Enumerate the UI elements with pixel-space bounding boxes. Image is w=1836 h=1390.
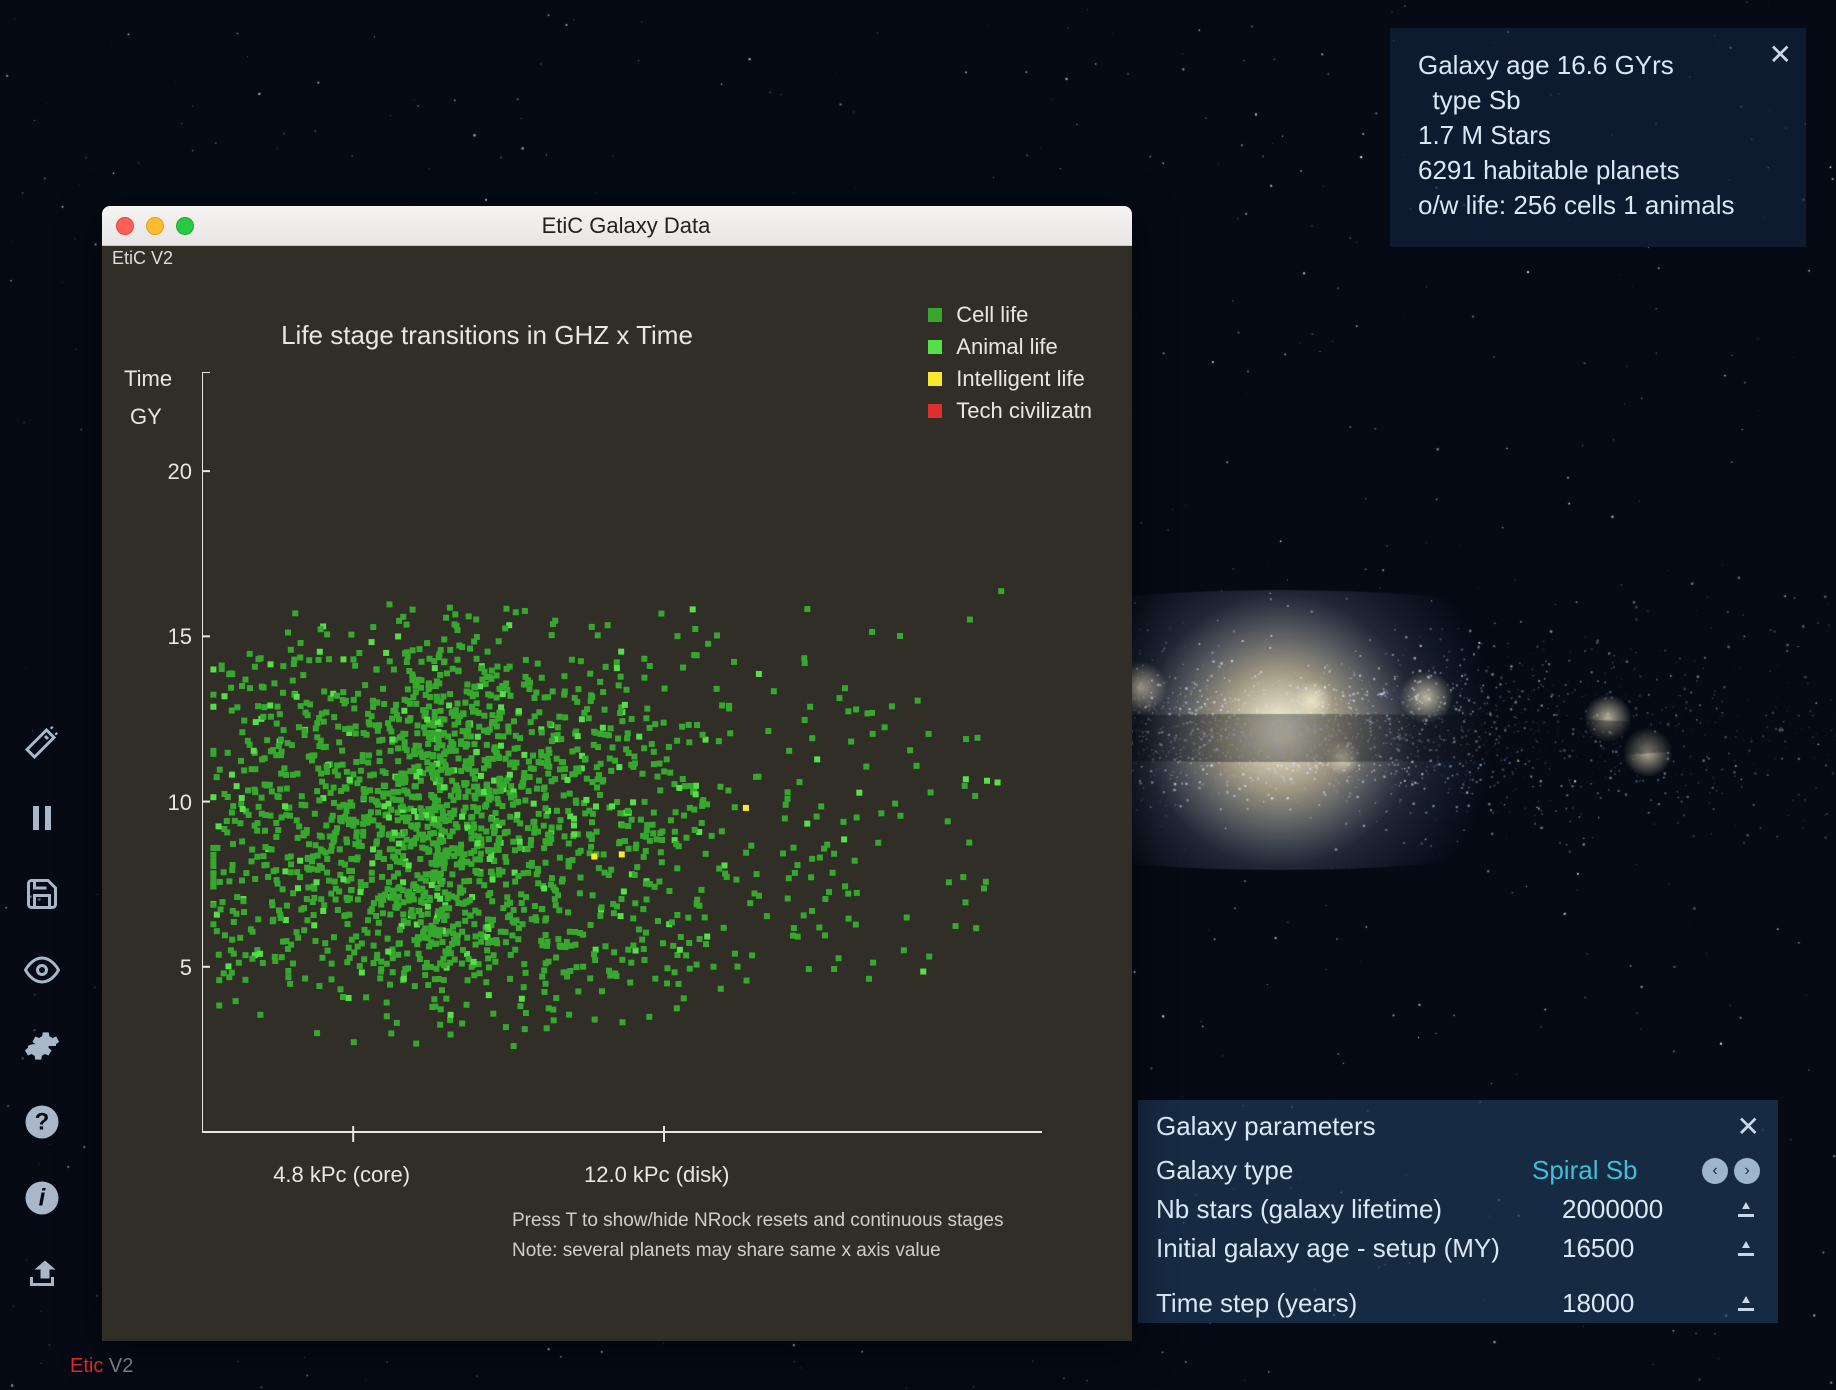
chart-footnote: Note: several planets may share same x a… — [512, 1240, 941, 1262]
param-next-icon[interactable]: › — [1734, 1158, 1760, 1184]
info-line: 6291 habitable planets — [1418, 153, 1778, 188]
legend-label: Cell life — [956, 302, 1028, 328]
share-icon[interactable] — [20, 1252, 64, 1296]
legend-swatch — [928, 308, 942, 322]
x-tick-label: 12.0 kPc (disk) — [584, 1162, 784, 1188]
param-label: Time step (years) — [1156, 1288, 1562, 1319]
info-line: 1.7 M Stars — [1418, 118, 1778, 153]
scatter-plot — [202, 372, 1042, 1192]
param-slider-icon[interactable] — [1732, 1235, 1760, 1263]
info-icon[interactable]: i — [20, 1176, 64, 1220]
legend-label: Animal life — [956, 334, 1057, 360]
window-subtitle: EtiC V2 — [102, 246, 1132, 272]
info-panel: ✕ Galaxy age 16.6 GYrs type Sb1.7 M Star… — [1390, 28, 1806, 247]
param-row: Galaxy typeSpiral Sb‹› — [1138, 1151, 1778, 1190]
param-label: Initial galaxy age - setup (MY) — [1156, 1233, 1562, 1264]
param-row: Nb stars (galaxy lifetime)2000000 — [1138, 1190, 1778, 1229]
y-tick-label: 5 — [152, 955, 192, 981]
save-icon[interactable] — [20, 872, 64, 916]
param-controls — [1732, 1235, 1760, 1263]
eye-icon[interactable] — [20, 948, 64, 992]
param-label: Galaxy type — [1156, 1155, 1532, 1186]
svg-text:?: ? — [35, 1109, 50, 1136]
params-title: Galaxy parameters — [1156, 1111, 1376, 1142]
param-slider-icon[interactable] — [1732, 1290, 1760, 1318]
magic-wand-icon[interactable] — [20, 720, 64, 764]
window-title: EtiC Galaxy Data — [134, 213, 1118, 239]
param-row: Initial galaxy age - setup (MY)16500 — [1138, 1229, 1778, 1268]
param-controls — [1732, 1290, 1760, 1318]
param-controls — [1732, 1196, 1760, 1224]
pause-icon[interactable] — [20, 796, 64, 840]
param-value: Spiral Sb — [1532, 1155, 1702, 1186]
gear-icon[interactable] — [20, 1024, 64, 1068]
param-label: Nb stars (galaxy lifetime) — [1156, 1194, 1562, 1225]
params-header: Galaxy parameters ✕ — [1138, 1100, 1778, 1151]
param-value: 18000 — [1562, 1288, 1732, 1319]
version-v2: V2 — [103, 1355, 133, 1377]
legend-item: Cell life — [928, 302, 1092, 328]
y-axis-label-1: Time — [124, 366, 172, 392]
help-icon[interactable]: ? — [20, 1100, 64, 1144]
y-tick-label: 20 — [152, 459, 192, 485]
info-line: o/w life: 256 cells 1 animals — [1418, 188, 1778, 223]
window-titlebar[interactable]: EtiC Galaxy Data — [102, 206, 1132, 246]
params-panel: Galaxy parameters ✕ Galaxy typeSpiral Sb… — [1138, 1100, 1778, 1323]
version-label: Etic V2 — [70, 1355, 133, 1378]
param-controls: ‹› — [1702, 1158, 1760, 1184]
legend-item: Animal life — [928, 334, 1092, 360]
param-value: 16500 — [1562, 1233, 1732, 1264]
legend-swatch — [928, 340, 942, 354]
x-tick-label: 4.8 kPc (core) — [273, 1162, 473, 1188]
param-row: Time step (years)18000 — [1138, 1284, 1778, 1323]
info-line: Galaxy age 16.6 GYrs — [1418, 48, 1778, 83]
left-sidebar: ? i — [20, 720, 64, 1296]
y-tick-label: 15 — [152, 624, 192, 650]
window-close-icon[interactable] — [116, 217, 134, 235]
param-slider-icon[interactable] — [1732, 1196, 1760, 1224]
version-etic: Etic — [70, 1355, 103, 1377]
chart-footnote: Press T to show/hide NRock resets and co… — [512, 1210, 1003, 1232]
chart-window: EtiC Galaxy Data EtiC V2 Life stage tran… — [102, 206, 1132, 1341]
info-close-icon[interactable]: ✕ — [1769, 36, 1792, 74]
param-value: 2000000 — [1562, 1194, 1732, 1225]
y-axis-label-2: GY — [130, 404, 162, 430]
info-line: type Sb — [1418, 83, 1778, 118]
chart-body: Life stage transitions in GHZ x Time Cel… — [102, 272, 1132, 1341]
y-tick-label: 10 — [152, 790, 192, 816]
params-close-icon[interactable]: ✕ — [1737, 1110, 1760, 1143]
param-prev-icon[interactable]: ‹ — [1702, 1158, 1728, 1184]
